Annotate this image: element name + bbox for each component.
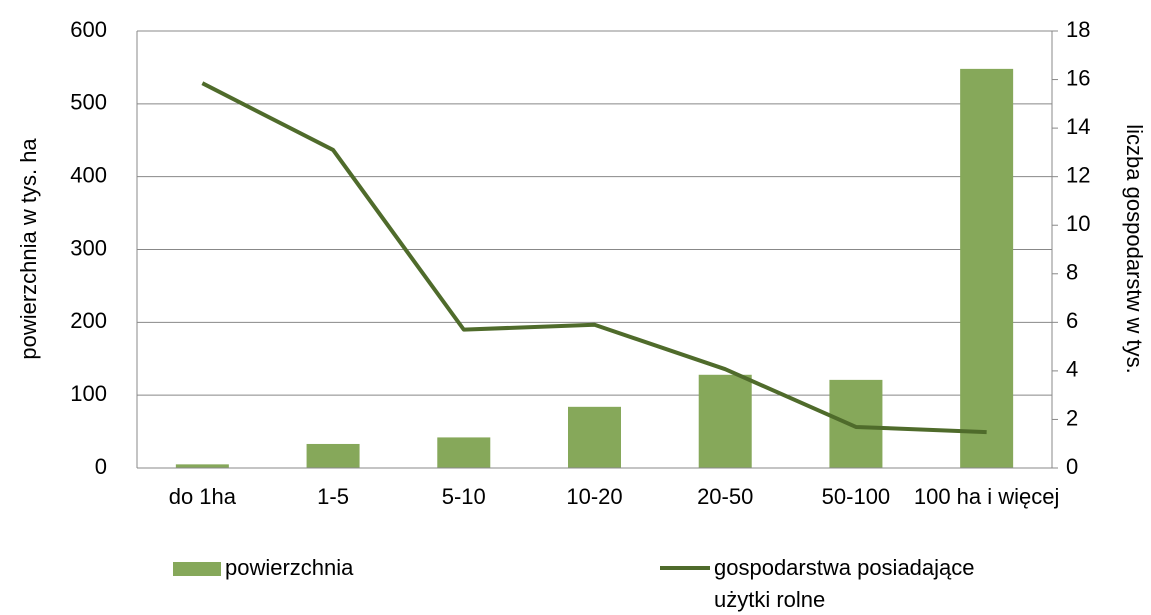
y2-tick-label: 2 [1066, 405, 1078, 430]
y2-tick-label: 0 [1066, 454, 1078, 479]
legend-swatch [173, 562, 221, 577]
bar [175, 464, 229, 468]
bar [698, 374, 752, 468]
legend-bar: powierzchnia [173, 552, 353, 584]
x-tick-label: 5-10 [442, 484, 486, 509]
x-tick-label: 20-50 [697, 484, 753, 509]
bar [437, 437, 491, 468]
y-tick-label: 400 [70, 162, 107, 187]
y-tick-label: 600 [70, 17, 107, 42]
legend-label: powierzchnia [225, 555, 354, 580]
y-tick-label: 0 [95, 454, 107, 479]
line [201, 81, 987, 435]
legend-swatch [660, 566, 710, 570]
bar [960, 68, 1014, 468]
x-tick-label: 1-5 [317, 484, 349, 509]
x-tick-label: 50-100 [822, 484, 891, 509]
bar [568, 406, 621, 468]
y2-tick-label: 8 [1066, 260, 1078, 285]
x-tick-label: 100 ha i więcej [914, 484, 1060, 509]
y-axis-label: powierzchnia w tys. ha [16, 138, 41, 360]
y-tick-label: 500 [70, 90, 107, 115]
y-tick-label: 200 [70, 308, 107, 333]
y2-tick-label: 10 [1066, 211, 1090, 236]
y2-tick-label: 6 [1066, 308, 1078, 333]
legend-label: gospodarstwa posiadające użytki rolne [714, 555, 975, 612]
x-tick-label: do 1ha [169, 484, 237, 509]
y2-axis-label: liczba gospodarstw w tys. [1122, 124, 1147, 373]
y2-tick-label: 14 [1066, 114, 1090, 139]
y2-tick-label: 4 [1066, 357, 1078, 382]
y-tick-label: 300 [70, 235, 107, 260]
x-tick-label: 10-20 [566, 484, 622, 509]
legend-line: gospodarstwa posiadające użytki rolne [660, 552, 1000, 615]
bar [829, 379, 883, 468]
y-tick-label: 100 [70, 381, 107, 406]
y2-tick-label: 18 [1066, 17, 1090, 42]
y2-tick-label: 16 [1066, 65, 1090, 90]
y2-tick-label: 12 [1066, 162, 1090, 187]
bar [306, 443, 360, 468]
